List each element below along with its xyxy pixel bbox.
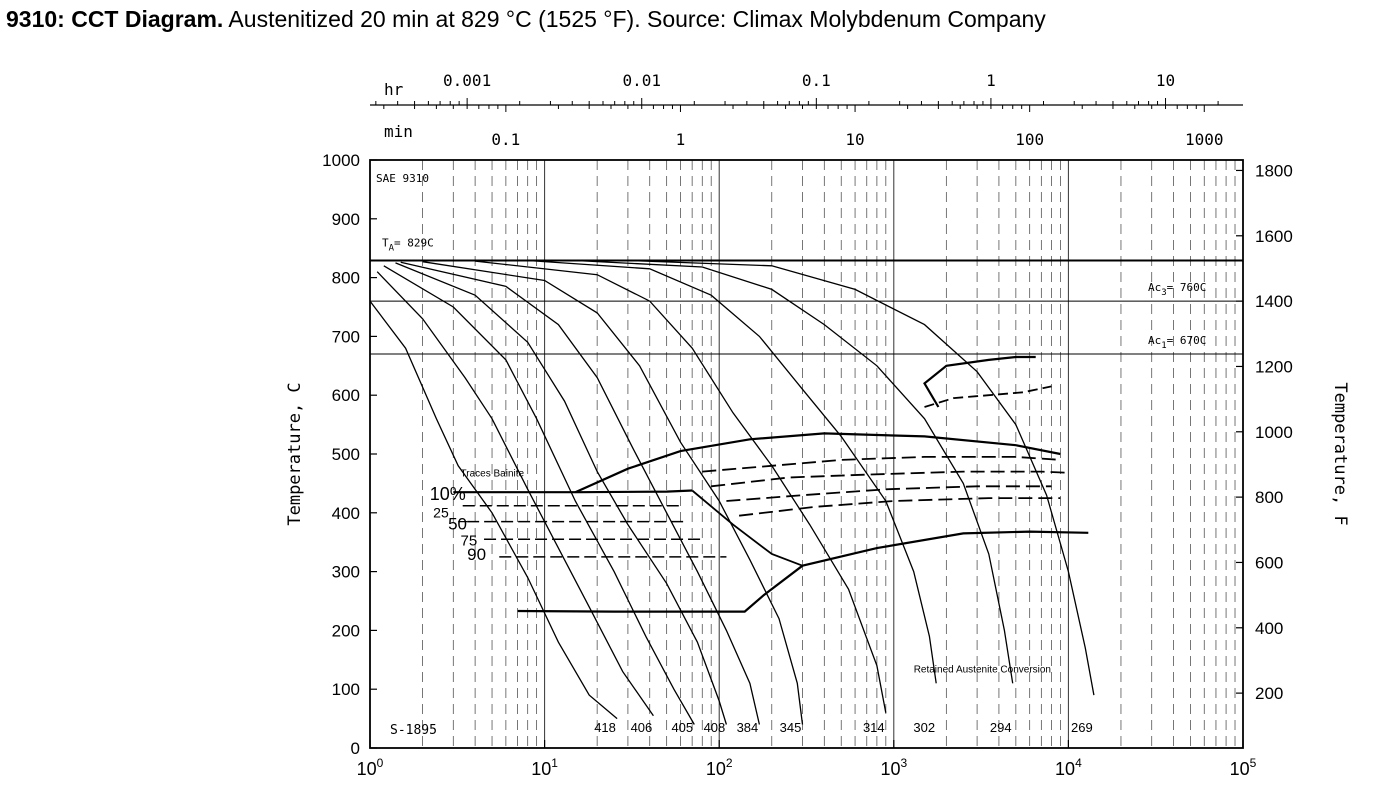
y2-tick-label: 1000: [1255, 423, 1293, 442]
x-tick-label: 105: [1230, 756, 1257, 779]
y-axis-title: Temperature, C: [285, 382, 305, 525]
bainite-nose-curve: [574, 432, 1061, 494]
y-tick-label: 200: [332, 621, 360, 640]
gridlines: [422, 160, 1236, 748]
hardness-label: 269: [1071, 720, 1093, 735]
top-min-tick-label: 100: [1015, 130, 1044, 149]
hardness-label: 384: [737, 720, 759, 735]
hardness-label: 418: [594, 720, 616, 735]
traces-bainite-label: Traces Bainite: [461, 468, 525, 479]
cooling-curve: [376, 271, 654, 717]
top-min-tick-label: 1000: [1185, 130, 1224, 149]
transformation-zones: [453, 355, 1089, 613]
top-min-tick-label: 0.1: [491, 130, 520, 149]
y-tick-label: 900: [332, 210, 360, 229]
ferrite-end-curve: [924, 385, 1052, 408]
top-hr-tick-label: 10: [1156, 71, 1175, 90]
retained-austenite-label: Retained Austenite Conversion: [914, 665, 1051, 676]
caption-text: Austenitized 20 min at 829 °C (1525 °F).…: [223, 6, 1046, 32]
cooling-curve: [395, 262, 728, 725]
specimen-label: S-1895: [390, 723, 437, 738]
top-min-tick-label: 1: [676, 130, 686, 149]
bainite-boundary: [691, 489, 803, 567]
cooling-curve: [383, 265, 695, 725]
annotations: SAE 9310 S-1895 Traces Bainite Retained Aus…: [376, 172, 1051, 738]
cooling-curve: [527, 259, 937, 684]
cooling-curve: [422, 261, 804, 725]
top-min-tick-label: 10: [845, 130, 864, 149]
x-tick-label: 103: [880, 756, 907, 779]
top-hr-tick-label: 0.001: [443, 71, 491, 90]
y-tick-label: 100: [332, 680, 360, 699]
x-tick-label: 102: [706, 756, 733, 779]
reference-label: Ac3= 760C: [1148, 281, 1206, 298]
bainite-percent-curve: [738, 497, 1061, 517]
top-hr-tick-label: 0.01: [622, 71, 661, 90]
x-tick-label: 101: [531, 756, 558, 779]
caption-bold: 9310: CCT Diagram.: [6, 6, 224, 32]
steel-label: SAE 9310: [376, 172, 429, 185]
y-tick-label: 700: [332, 327, 360, 346]
y-tick-label: 1000: [322, 151, 360, 170]
percent-label: 75: [461, 533, 478, 550]
bainite-start-line: [453, 489, 693, 494]
cooling-curve: [400, 261, 761, 725]
hardness-label: 405: [671, 720, 693, 735]
figure-caption: 9310: CCT Diagram. Austenitized 20 min a…: [6, 6, 1046, 33]
cooling-curve: [369, 300, 618, 720]
y2-tick-label: 400: [1255, 619, 1283, 638]
percent-label: 50: [448, 514, 467, 533]
reference-label: TA= 829C: [382, 237, 434, 254]
y-tick-label: 300: [332, 563, 360, 582]
percent-label: 25: [433, 505, 449, 521]
y-tick-label: 800: [332, 269, 360, 288]
bainite-percent-curve: [726, 485, 1052, 502]
y-tick-label: 400: [332, 504, 360, 523]
hardness-label: 408: [704, 720, 726, 735]
y2-tick-label: 200: [1255, 684, 1283, 703]
top-hr-tick-label: 0.1: [802, 71, 831, 90]
y2-tick-label: 1600: [1255, 227, 1293, 246]
y2-tick-label: 1200: [1255, 357, 1293, 376]
y-tick-label: 600: [332, 386, 360, 405]
y2-axis-title: Temperature, F: [1330, 382, 1350, 525]
hardness-label: 302: [913, 720, 935, 735]
y-tick-label: 0: [351, 739, 360, 758]
hardness-label: 345: [780, 720, 802, 735]
x-tick-label: 104: [1055, 756, 1082, 779]
cooling-curve: [627, 259, 1095, 696]
reference-label: Ac1= 670C: [1148, 334, 1206, 351]
y-tick-label: 500: [332, 445, 360, 464]
cooling-curves: 418 406 405 408 384 345 314 302 294 269: [369, 259, 1095, 735]
y2-tick-label: 1400: [1255, 292, 1293, 311]
plot-frame: [369, 159, 1244, 749]
ferrite-start-curve: [923, 355, 1036, 408]
top-hr-label: hr: [384, 80, 404, 99]
hardness-label: 294: [990, 720, 1012, 735]
reference-lines: TA= 829C Ac3= 760C Ac1= 670C: [370, 237, 1243, 355]
top-hr-tick-label: 1: [986, 71, 996, 90]
bainite-percent-curve: [702, 456, 1061, 473]
axes: 100 101 102 103 104 1050100200300400500600700…: [285, 71, 1350, 779]
y2-tick-label: 600: [1255, 553, 1283, 572]
martensite-start-curve: [517, 530, 1089, 613]
percent-label: 90: [467, 545, 486, 564]
plot-border: [369, 159, 1244, 749]
cooling-curve: [575, 259, 1014, 684]
x-tick-label: 100: [357, 756, 384, 779]
percent-label: 10%: [430, 484, 466, 504]
hardness-label: 406: [631, 720, 653, 735]
top-min-label: min: [384, 122, 413, 141]
bainite-percent-curve: [711, 470, 1069, 488]
y2-tick-label: 800: [1255, 488, 1283, 507]
y2-tick-label: 1800: [1255, 161, 1293, 180]
hardness-label: 314: [863, 720, 885, 735]
